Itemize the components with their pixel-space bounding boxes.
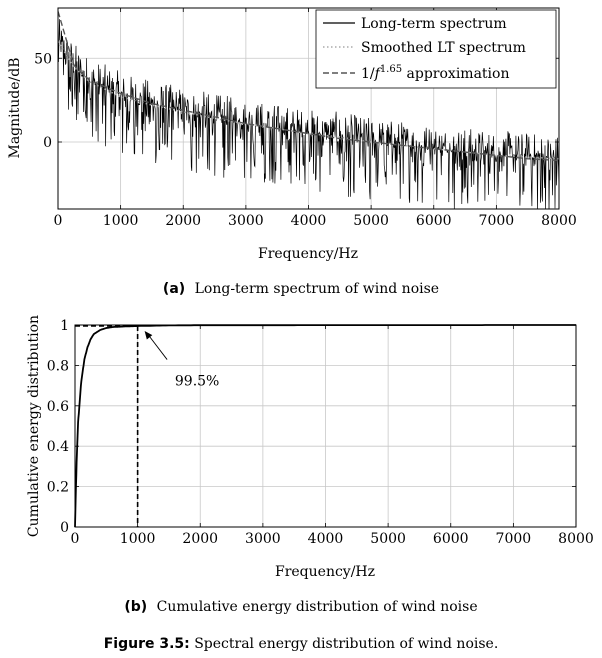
- chart-b-grid: [74, 324, 577, 528]
- chart-b-caption-text: Cumulative energy distribution of wind n…: [157, 599, 478, 615]
- chart-a-series: [58, 11, 559, 209]
- chart-b-y-tick-label: 0.2: [47, 480, 69, 496]
- chart-a-x-tick-label: 1000: [103, 213, 139, 229]
- chart-b-x-tick-label: 7000: [496, 531, 532, 547]
- annotation-label: 99.5%: [175, 374, 219, 390]
- chart-b-y-tick-label: 0.8: [47, 358, 69, 374]
- chart-a-x-tick-label: 5000: [353, 213, 389, 229]
- legend-label-prefix: 1/: [361, 66, 375, 82]
- chart-a-y-axis-label: Magnitude/dB: [7, 58, 23, 159]
- chart-b-caption: (b) Cumulative energy distribution of wi…: [124, 599, 477, 615]
- chart-b-x-axis-label: Frequency/Hz: [275, 564, 375, 580]
- chart-a-caption-label: (a): [163, 281, 185, 297]
- chart-a-x-axis-label: Frequency/Hz: [258, 246, 358, 262]
- chart-cumulative-energy: 0 1000 2000 3000 4000 5000 6000 7000 8000 0 0.2 0.4…: [26, 315, 594, 615]
- legend-label-suffix: approximation: [402, 66, 509, 82]
- chart-b-y-axis-label: Cumulative energy distribution: [26, 315, 42, 537]
- chart-a-legend: Long-term spectrum Smoothed LT spectrum 1/…: [315, 9, 557, 89]
- chart-a-x-tick-label: 7000: [479, 213, 515, 229]
- annotation-arrow-line: [147, 333, 168, 360]
- chart-b-y-tick-label: 1: [60, 318, 69, 334]
- legend-label-exponent: 1.65: [380, 64, 402, 75]
- chart-a-legend-box: [315, 9, 557, 89]
- chart-a-x-tick-label: 2000: [165, 213, 201, 229]
- chart-a-caption: (a) Long-term spectrum of wind noise: [163, 281, 439, 297]
- legend-label-base: f: [374, 66, 383, 82]
- chart-b-x-tick-label: 2000: [182, 531, 218, 547]
- chart-b-x-tick-label: 3000: [245, 531, 281, 547]
- annotation-arrow-head: [144, 331, 153, 340]
- chart-b-x-tick-label: 1000: [120, 531, 156, 547]
- chart-b-y-tick-label: 0: [60, 520, 69, 536]
- chart-a-caption-text: Long-term spectrum of wind noise: [195, 281, 439, 297]
- chart-b-ticks: 0 1000 2000 3000 4000 5000 6000 7000 8000 0 0.2 0.4…: [47, 318, 594, 547]
- chart-a-x-tick-label: 8000: [541, 213, 577, 229]
- chart-b-y-tick-label: 0.4: [47, 439, 69, 455]
- chart-b-x-tick-label: 5000: [370, 531, 406, 547]
- chart-b-annotation: 99.5%: [144, 331, 219, 390]
- legend-label-1: Long-term spectrum: [361, 16, 507, 32]
- chart-b-x-tick-label: 8000: [558, 531, 594, 547]
- figure-caption: Figure 3.5: Spectral energy distribution…: [0, 636, 602, 652]
- chart-a-x-tick-label: 0: [54, 213, 63, 229]
- chart-a-y-tick-label: 50: [34, 51, 52, 67]
- chart-a-y-tick-label: 0: [43, 135, 52, 151]
- chart-b-y-tick-label: 0.6: [47, 399, 69, 415]
- chart-a-ticks: 0 1000 2000 3000 4000 5000 6000 7000 8000 0 50: [34, 8, 577, 229]
- legend-label-2: Smoothed LT spectrum: [361, 40, 526, 56]
- legend-label-3: 1/f1.65 approximation: [361, 64, 509, 82]
- chart-a-x-tick-label: 4000: [291, 213, 327, 229]
- figure-caption-text: Spectral energy distribution of wind noi…: [194, 636, 499, 652]
- chart-b-x-tick-label: 6000: [433, 531, 469, 547]
- chart-b-x-tick-label: 0: [71, 531, 80, 547]
- series-power-law-approximation: [58, 11, 559, 162]
- chart-long-term-spectrum: 0 1000 2000 3000 4000 5000 6000 7000 8000 0 50 Fre…: [7, 7, 577, 297]
- chart-a-x-tick-label: 3000: [228, 213, 264, 229]
- series-long-term-spectrum: [58, 19, 559, 209]
- chart-b-caption-label: (b): [124, 599, 147, 615]
- chart-b-x-tick-label: 4000: [308, 531, 344, 547]
- figure-caption-label: Figure 3.5:: [103, 636, 190, 652]
- chart-a-x-tick-label: 6000: [416, 213, 452, 229]
